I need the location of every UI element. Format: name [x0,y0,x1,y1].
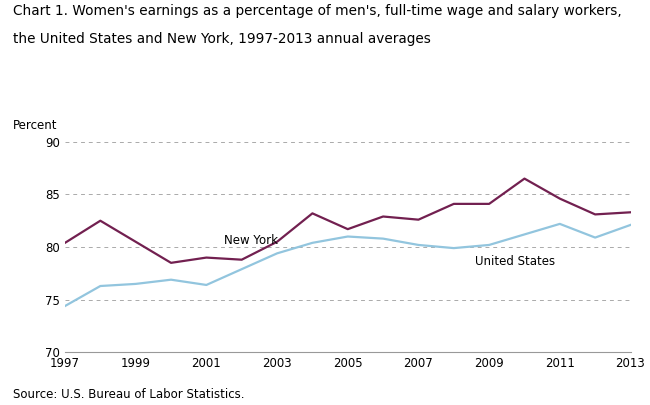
Text: United States: United States [475,255,555,268]
Text: New York: New York [224,234,278,247]
Text: the United States and New York, 1997-2013 annual averages: the United States and New York, 1997-201… [13,32,431,47]
Text: Source: U.S. Bureau of Labor Statistics.: Source: U.S. Bureau of Labor Statistics. [13,388,244,401]
Text: Chart 1. Women's earnings as a percentage of men's, full-time wage and salary wo: Chart 1. Women's earnings as a percentag… [13,4,622,18]
Text: Percent: Percent [13,119,57,132]
